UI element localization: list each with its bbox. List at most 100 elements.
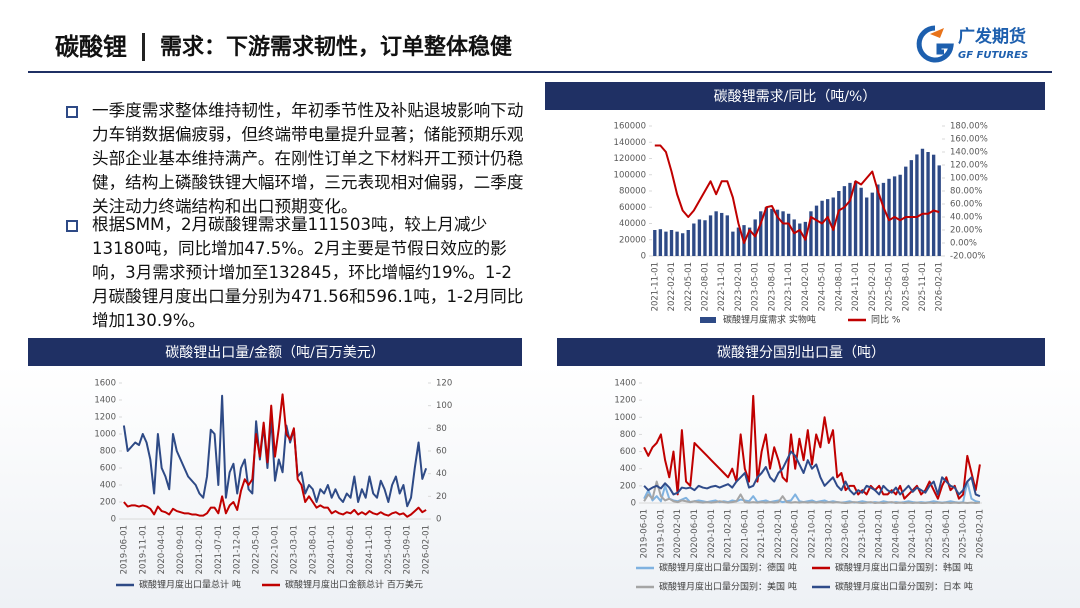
- y-tick-label: 1000: [614, 413, 636, 423]
- bar: [658, 229, 663, 256]
- y-tick-label: 40000: [619, 219, 646, 229]
- y-tick-label: 20: [436, 492, 447, 502]
- chart-title: 碳酸锂出口量/金额（吨/百万美元）: [165, 345, 384, 361]
- x-tick-label: 2023-10-01: [858, 509, 868, 558]
- bar: [786, 213, 791, 256]
- bar: [926, 152, 930, 256]
- chart-title: 碳酸锂需求/同比（吨/%）: [714, 89, 877, 105]
- y-tick-label: 1400: [614, 379, 636, 389]
- bar: [870, 192, 874, 256]
- x-tick-label: 2021-07-01: [214, 525, 224, 574]
- bar: [904, 166, 908, 256]
- logo-en: GF FUTURES: [958, 50, 1028, 61]
- x-tick-label: 2019-11-01: [138, 525, 148, 574]
- x-tick-label: 2024-11-01: [851, 262, 861, 311]
- y-tick-label: 0: [111, 515, 116, 525]
- x-tick-label: 2023-05-01: [751, 262, 761, 311]
- bar: [759, 211, 763, 256]
- bar: [714, 211, 718, 256]
- bar: [865, 197, 869, 256]
- y-tick-label: 140000: [614, 138, 646, 148]
- bar: [686, 230, 690, 256]
- y-tick-label: 60000: [619, 203, 646, 213]
- bar: [848, 182, 852, 256]
- logo-accent: [930, 28, 944, 38]
- x-tick-label: 2024-10-01: [908, 509, 918, 558]
- y-tick-label: 20.00%: [950, 226, 982, 236]
- bar: [753, 219, 757, 256]
- bullet: 根据SMM，2月碳酸锂需求量111503吨，较上月减少13180吨，同比增加47…: [66, 213, 528, 333]
- y-tick-label: 1200: [614, 396, 636, 406]
- y-tick-label: 140.00%: [950, 148, 988, 158]
- bar: [881, 182, 886, 256]
- y-tick-label: 160000: [614, 122, 646, 132]
- logo: [916, 25, 954, 63]
- bar: [703, 220, 707, 256]
- y-tick-label: 0.00%: [950, 239, 977, 249]
- y-tick-label: 120: [436, 379, 452, 389]
- y-tick-label: 100000: [614, 170, 646, 180]
- x-tick-label: 2024-08-01: [834, 262, 844, 311]
- x-tick-label: 2024-06-01: [346, 525, 356, 574]
- bar: [720, 212, 724, 256]
- bar: [708, 215, 713, 256]
- x-tick-label: 2024-01-01: [327, 525, 337, 574]
- y-tick-label: 0: [631, 499, 636, 509]
- bar: [731, 231, 735, 256]
- x-tick-label: 2022-06-01: [791, 509, 801, 558]
- chart-title: 碳酸锂分国别出口量（吨）: [717, 345, 885, 361]
- x-tick-label: 2023-02-01: [734, 262, 744, 311]
- bar: [937, 165, 941, 256]
- y-tick-label: 120.00%: [950, 161, 988, 171]
- x-tick-label: 2025-09-01: [403, 525, 413, 574]
- y-tick-label: 1400: [94, 396, 116, 406]
- x-tick-label: 2021-02-01: [195, 525, 205, 574]
- title-separator: [142, 33, 145, 61]
- bar: [826, 199, 830, 256]
- y-tick-label: 60.00%: [950, 200, 982, 210]
- y-tick-label: 160.00%: [950, 135, 988, 145]
- y-tick-label: 600: [620, 447, 636, 457]
- bar: [859, 187, 863, 256]
- bar: [747, 227, 752, 256]
- bar: [681, 233, 685, 256]
- bar: [798, 223, 802, 256]
- legend-label: 碳酸锂月度出口金额总计 百万美元: [285, 579, 423, 591]
- x-tick-label: 2022-10-01: [808, 509, 818, 558]
- bar: [792, 219, 796, 256]
- bar: [781, 211, 785, 256]
- x-tick-label: 2025-04-01: [384, 525, 394, 574]
- x-tick-label: 2023-08-01: [308, 525, 318, 574]
- line-series: [643, 450, 981, 498]
- x-tick-label: 2020-04-01: [157, 525, 167, 574]
- x-tick-label: 2025-10-01: [959, 509, 969, 558]
- bar: [842, 186, 847, 256]
- page-title: 碳酸锂: [55, 33, 127, 61]
- bar: [920, 148, 925, 256]
- bar: [775, 209, 780, 256]
- line-series: [643, 394, 981, 500]
- x-tick-label: 2024-06-01: [891, 509, 901, 558]
- bar: [725, 215, 729, 256]
- x-tick-label: 2019-06-01: [119, 525, 129, 574]
- y-tick-label: 1600: [94, 379, 116, 389]
- x-tick-label: 2024-05-01: [818, 262, 828, 311]
- x-tick-label: 2026-02-01: [422, 525, 432, 574]
- bar: [853, 181, 858, 256]
- bar: [876, 184, 880, 256]
- x-tick-label: 2025-08-01: [901, 262, 911, 311]
- legend-label: 碳酸锂月度出口量分国别：韩国 吨: [835, 562, 973, 574]
- x-tick-label: 2020-02-01: [673, 509, 683, 558]
- chart-header: [545, 82, 1045, 110]
- legend-swatch: [700, 317, 716, 323]
- bar: [915, 154, 919, 256]
- legend-label: 碳酸锂月度需求 实物吨: [723, 314, 816, 326]
- x-tick-label: 2026-02-01: [975, 509, 985, 558]
- x-tick-label: 2019-06-01: [640, 509, 650, 558]
- bar: [675, 231, 679, 256]
- y-tick-label: -20.00%: [950, 252, 985, 262]
- y-tick-label: 800: [620, 430, 636, 440]
- x-tick-label: 2025-02-01: [868, 262, 878, 311]
- x-tick-label: 2024-11-01: [365, 525, 375, 574]
